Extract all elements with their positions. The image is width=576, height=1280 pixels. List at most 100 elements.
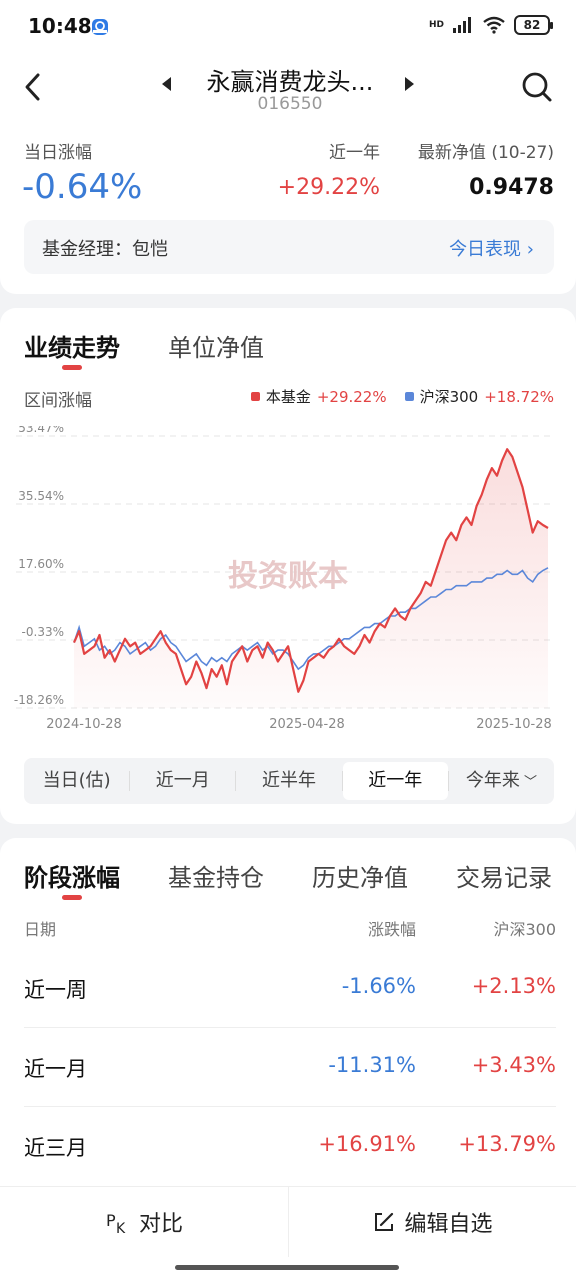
pk-compare-icon: P K — [106, 1211, 126, 1235]
range-option-label: 近半年 — [262, 770, 316, 791]
tab-holdings[interactable]: 基金持仓 — [168, 864, 264, 892]
period-name: 近一月 — [24, 1057, 87, 1081]
range-option[interactable]: 近半年 — [236, 758, 341, 804]
fund-code: 016550 — [257, 94, 323, 114]
y-tick-label: 35.54% — [18, 489, 64, 503]
y-tick-label: 53.47% — [18, 426, 64, 435]
manager-name: 基金经理：包恺 — [42, 239, 168, 260]
search-icon[interactable] — [520, 70, 554, 104]
battery-indicator: 82 — [514, 15, 553, 35]
edit-watchlist-label: 编辑自选 — [404, 1212, 493, 1237]
range-option-label: 今年来 — [465, 770, 520, 791]
app-notification-icon — [92, 19, 108, 35]
year-change-label: 近一年 — [329, 143, 380, 163]
column-header-change: 涨跌幅 — [367, 920, 416, 939]
x-tick-label: 2025-04-28 — [269, 717, 345, 732]
wifi-icon — [483, 16, 505, 34]
day-change-label: 当日涨幅 — [24, 143, 92, 163]
active-tab-indicator — [62, 895, 82, 900]
x-tick-label: 2025-10-28 — [476, 717, 552, 732]
home-indicator — [175, 1265, 399, 1270]
table-row[interactable]: 近三月 +16.91% +13.79% — [24, 1108, 556, 1186]
next-fund-icon[interactable] — [404, 76, 416, 92]
period-change: -1.66% — [341, 974, 416, 998]
y-tick-label: 17.60% — [18, 557, 64, 571]
divider — [288, 1187, 289, 1257]
period-index-change: +13.79% — [458, 1132, 556, 1156]
tab-trade-records[interactable]: 交易记录 — [456, 864, 552, 892]
column-header-date: 日期 — [24, 920, 57, 939]
network-hd-label: HD — [428, 19, 444, 30]
edit-icon — [375, 1212, 394, 1231]
legend-fund: 本基金 +29.22% — [250, 386, 387, 407]
back-arrow-icon[interactable] — [22, 70, 46, 104]
latest-nav-value: 0.9478 — [469, 175, 554, 200]
legend-index-value: +18.72% — [484, 387, 554, 406]
performance-chart[interactable]: 53.47% 35.54% 17.60% -0.33% -18.26% 投资账本 2024-… — [0, 426, 576, 746]
range-option[interactable]: 近一年 — [342, 762, 448, 800]
fund-area — [74, 449, 548, 708]
table-row[interactable]: 近一周 -1.66% +2.13% — [24, 950, 556, 1028]
svg-text:K: K — [116, 1221, 126, 1235]
series-line-fund — [72, 448, 549, 693]
y-tick-label: -0.33% — [22, 625, 64, 639]
active-tab-indicator — [62, 365, 82, 370]
range-option-label: 近一年 — [368, 770, 423, 791]
compare-label: 对比 — [138, 1212, 183, 1237]
tab-unit-nav[interactable]: 单位净值 — [168, 334, 264, 362]
status-bar: 10:48 HD 82 — [0, 0, 576, 54]
period-index-change: +3.43% — [471, 1053, 556, 1077]
x-tick-label: 2024-10-28 — [46, 717, 122, 732]
status-icons: HD 82 — [428, 15, 553, 35]
performance-chart-card: 业绩走势 单位净值 区间涨幅 本基金 +29.22% 沪深300 +18.72%… — [0, 308, 576, 824]
manager-row[interactable]: 基金经理：包恺 今日表现 › — [24, 220, 554, 274]
range-option-label: 近一月 — [155, 770, 210, 791]
period-name: 近一周 — [24, 978, 87, 1002]
range-option[interactable]: 当日(估) — [24, 758, 129, 804]
column-header-index: 沪深300 — [493, 920, 556, 939]
latest-nav-label: 最新净值 (10-27) — [417, 143, 554, 163]
chevron-right-icon: › — [526, 239, 534, 260]
chart-legend: 本基金 +29.22% 沪深300 +18.72% — [250, 386, 554, 407]
range-separator — [447, 771, 449, 791]
chevron-down-icon: ﹀ — [519, 775, 537, 790]
range-separator — [235, 771, 237, 791]
table-row[interactable]: 近一月 -11.31% +3.43% — [24, 1029, 556, 1107]
fund-name: 永赢消费龙头... — [206, 68, 374, 96]
svg-text:P: P — [106, 1211, 116, 1230]
tab-history-nav[interactable]: 历史净值 — [312, 864, 408, 892]
today-performance-link[interactable]: 今日表现 › — [449, 235, 534, 261]
day-change-value: -0.64% — [22, 167, 143, 207]
range-option[interactable]: 近一月 — [130, 758, 235, 804]
period-change: -11.31% — [328, 1053, 416, 1077]
tab-performance[interactable]: 业绩走势 — [24, 334, 120, 362]
tab-period-returns[interactable]: 阶段涨幅 — [24, 864, 120, 892]
period-index-change: +2.13% — [471, 974, 556, 998]
edit-watchlist-button[interactable]: 编辑自选 — [289, 1187, 576, 1257]
compare-button[interactable]: P K 对比 — [0, 1187, 288, 1257]
series-line-index — [73, 567, 549, 671]
status-time: 10:48 — [28, 14, 92, 38]
range-separator — [341, 771, 343, 791]
y-tick-label: -18.26% — [14, 693, 64, 707]
range-change-label: 区间涨幅 — [24, 391, 92, 411]
legend-index-name: 沪深300 — [419, 388, 479, 406]
legend-index: 沪深300 +18.72% — [404, 386, 554, 407]
range-option-label: 当日(估) — [42, 770, 111, 791]
bottom-action-bar: P K 对比 编辑自选 — [0, 1186, 576, 1280]
signal-icon — [453, 17, 471, 33]
previous-fund-icon[interactable] — [160, 76, 172, 92]
period-name: 近三月 — [24, 1136, 87, 1160]
legend-fund-name: 本基金 — [265, 388, 311, 406]
today-performance-label: 今日表现 — [449, 239, 522, 260]
range-separator — [129, 771, 131, 791]
range-option[interactable]: 今年来 ﹀ — [449, 758, 554, 804]
period-change: +16.91% — [318, 1132, 416, 1156]
time-range-selector: 当日(估) 近一月 近半年 近一年 今年来 ﹀ — [24, 758, 554, 804]
legend-index-swatch — [404, 392, 414, 401]
year-change-value: +29.22% — [277, 175, 380, 200]
watermark-text: 投资账本 — [228, 559, 348, 594]
legend-fund-swatch — [250, 392, 260, 401]
fund-header: 永赢消费龙头... 016550 当日涨幅 近一年 最新净值 (10-27) -… — [0, 54, 576, 294]
legend-fund-value: +29.22% — [316, 387, 387, 406]
